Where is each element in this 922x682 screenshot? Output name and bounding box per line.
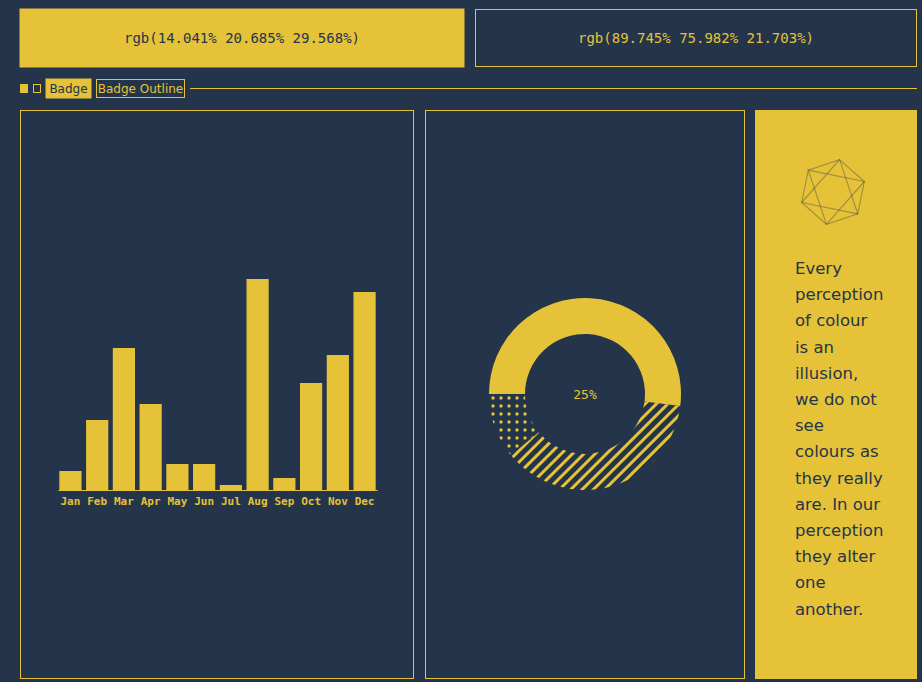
bar (59, 471, 81, 490)
quote-line: of colour (795, 311, 867, 330)
page: rgb(14.041% 20.685% 29.568%) rgb(89.745% … (0, 0, 922, 682)
bar (86, 420, 108, 490)
x-tick-label: Feb (87, 495, 107, 508)
x-tick: Apr (141, 490, 161, 508)
bar (220, 485, 242, 490)
divider (190, 88, 917, 89)
x-axis: Jan Feb Mar Apr May Jun Jul Aug Sep Oct Nov Dec (59, 490, 378, 508)
x-tick-label: Sep (274, 495, 294, 508)
x-tick-label: Jan (60, 495, 80, 508)
x-tick: Mar (114, 490, 134, 508)
x-tick: Aug (248, 490, 268, 508)
quote-line: we do not (795, 390, 877, 409)
panel (21, 111, 414, 679)
x-tick: Jun (194, 490, 214, 508)
x-tick: Feb (87, 490, 107, 508)
x-tick-label: Apr (141, 495, 161, 508)
swatch-label: rgb(14.041% 20.685% 29.568%) (124, 30, 360, 46)
quote-line: another. (795, 600, 863, 619)
x-axis-line (59, 490, 378, 491)
quote-line: are. In our (795, 495, 880, 514)
slice (489, 394, 539, 455)
quote-line: perception (795, 285, 883, 304)
x-tick-label: Mar (114, 495, 134, 508)
badge-label: Badge (49, 82, 87, 96)
x-tick: Nov (328, 490, 348, 508)
swatch (20, 9, 464, 67)
bar (327, 355, 349, 490)
bars (59, 279, 375, 490)
bar (300, 383, 322, 490)
panel (755, 110, 917, 679)
donut: 25% (489, 298, 681, 490)
bar (140, 404, 162, 490)
badge-label: Badge Outline (98, 82, 183, 96)
quote-line: they alter (795, 547, 875, 566)
x-tick: Sep (274, 490, 294, 508)
quote-line: they really (795, 469, 883, 488)
quote-line: perception (795, 521, 883, 540)
x-tick-label: Nov (328, 495, 348, 508)
x-tick-label: Aug (248, 495, 268, 508)
square (20, 84, 28, 93)
x-tick-label: Jun (194, 495, 214, 508)
x-tick-label: May (167, 495, 187, 508)
x-tick: Dec (355, 490, 375, 508)
x-tick: Jul (221, 490, 241, 508)
swatch-label: rgb(89.745% 75.982% 21.703%) (578, 30, 814, 46)
square-outline (34, 85, 41, 93)
panel (426, 111, 745, 679)
quote-line: one (795, 573, 826, 592)
slice (511, 402, 680, 490)
bar (353, 292, 375, 490)
quote-line: see (795, 416, 824, 435)
quote-line: Every (795, 259, 842, 278)
swatch (476, 10, 917, 67)
donut-label: 25% (573, 387, 597, 402)
x-tick-label: Dec (355, 495, 375, 508)
slice (489, 298, 681, 406)
x-tick: Oct (301, 490, 321, 508)
x-tick-label: Oct (301, 495, 321, 508)
bar (273, 478, 295, 490)
x-tick: Jan (60, 490, 80, 508)
badge (46, 79, 91, 98)
badge (97, 80, 185, 98)
bar (247, 279, 269, 490)
bar (113, 348, 135, 490)
quote-line: colours as (795, 442, 879, 461)
icon (802, 160, 865, 225)
quote-line: is an (795, 338, 834, 357)
bar (166, 464, 188, 490)
bar (193, 464, 215, 490)
quote-line: illusion, (795, 364, 858, 383)
x-tick-label: Jul (221, 495, 241, 508)
x-tick: May (167, 490, 187, 508)
